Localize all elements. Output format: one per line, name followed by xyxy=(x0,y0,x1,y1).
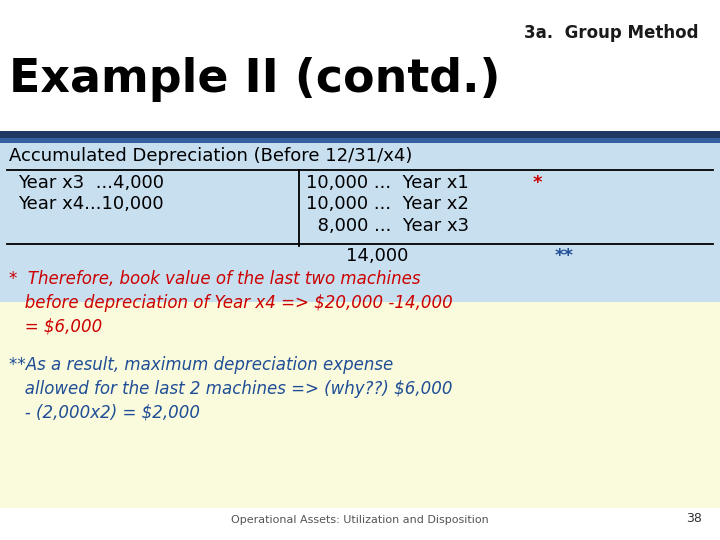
Text: Year x4...10,000: Year x4...10,000 xyxy=(18,195,163,213)
Bar xyxy=(0,138,720,143)
Text: Accumulated Depreciation (Before 12/31/x4): Accumulated Depreciation (Before 12/31/x… xyxy=(9,147,413,165)
Text: Year x3  ...4,000: Year x3 ...4,000 xyxy=(18,174,164,192)
Text: 38: 38 xyxy=(686,512,702,525)
Text: Example II (contd.): Example II (contd.) xyxy=(9,57,501,102)
Text: 14,000: 14,000 xyxy=(346,247,408,265)
Bar xyxy=(0,508,720,540)
Text: *  Therefore, book value of the last two machines
   before depreciation of Year: * Therefore, book value of the last two … xyxy=(9,270,453,335)
Bar xyxy=(0,302,720,508)
Text: 3a.  Group Method: 3a. Group Method xyxy=(524,24,698,42)
Text: 10,000 ...  Year x1: 10,000 ... Year x1 xyxy=(306,174,469,192)
Text: **As a result, maximum depreciation expense
   allowed for the last 2 machines =: **As a result, maximum depreciation expe… xyxy=(9,356,453,422)
Text: **: ** xyxy=(554,247,573,265)
Text: *: * xyxy=(533,174,542,192)
Text: 10,000 ...  Year x2: 10,000 ... Year x2 xyxy=(306,195,469,213)
Bar xyxy=(0,131,720,138)
Bar xyxy=(0,140,720,302)
Text: 8,000 ...  Year x3: 8,000 ... Year x3 xyxy=(306,217,469,235)
Bar xyxy=(0,0,720,140)
Text: Operational Assets: Utilization and Disposition: Operational Assets: Utilization and Disp… xyxy=(231,515,489,525)
